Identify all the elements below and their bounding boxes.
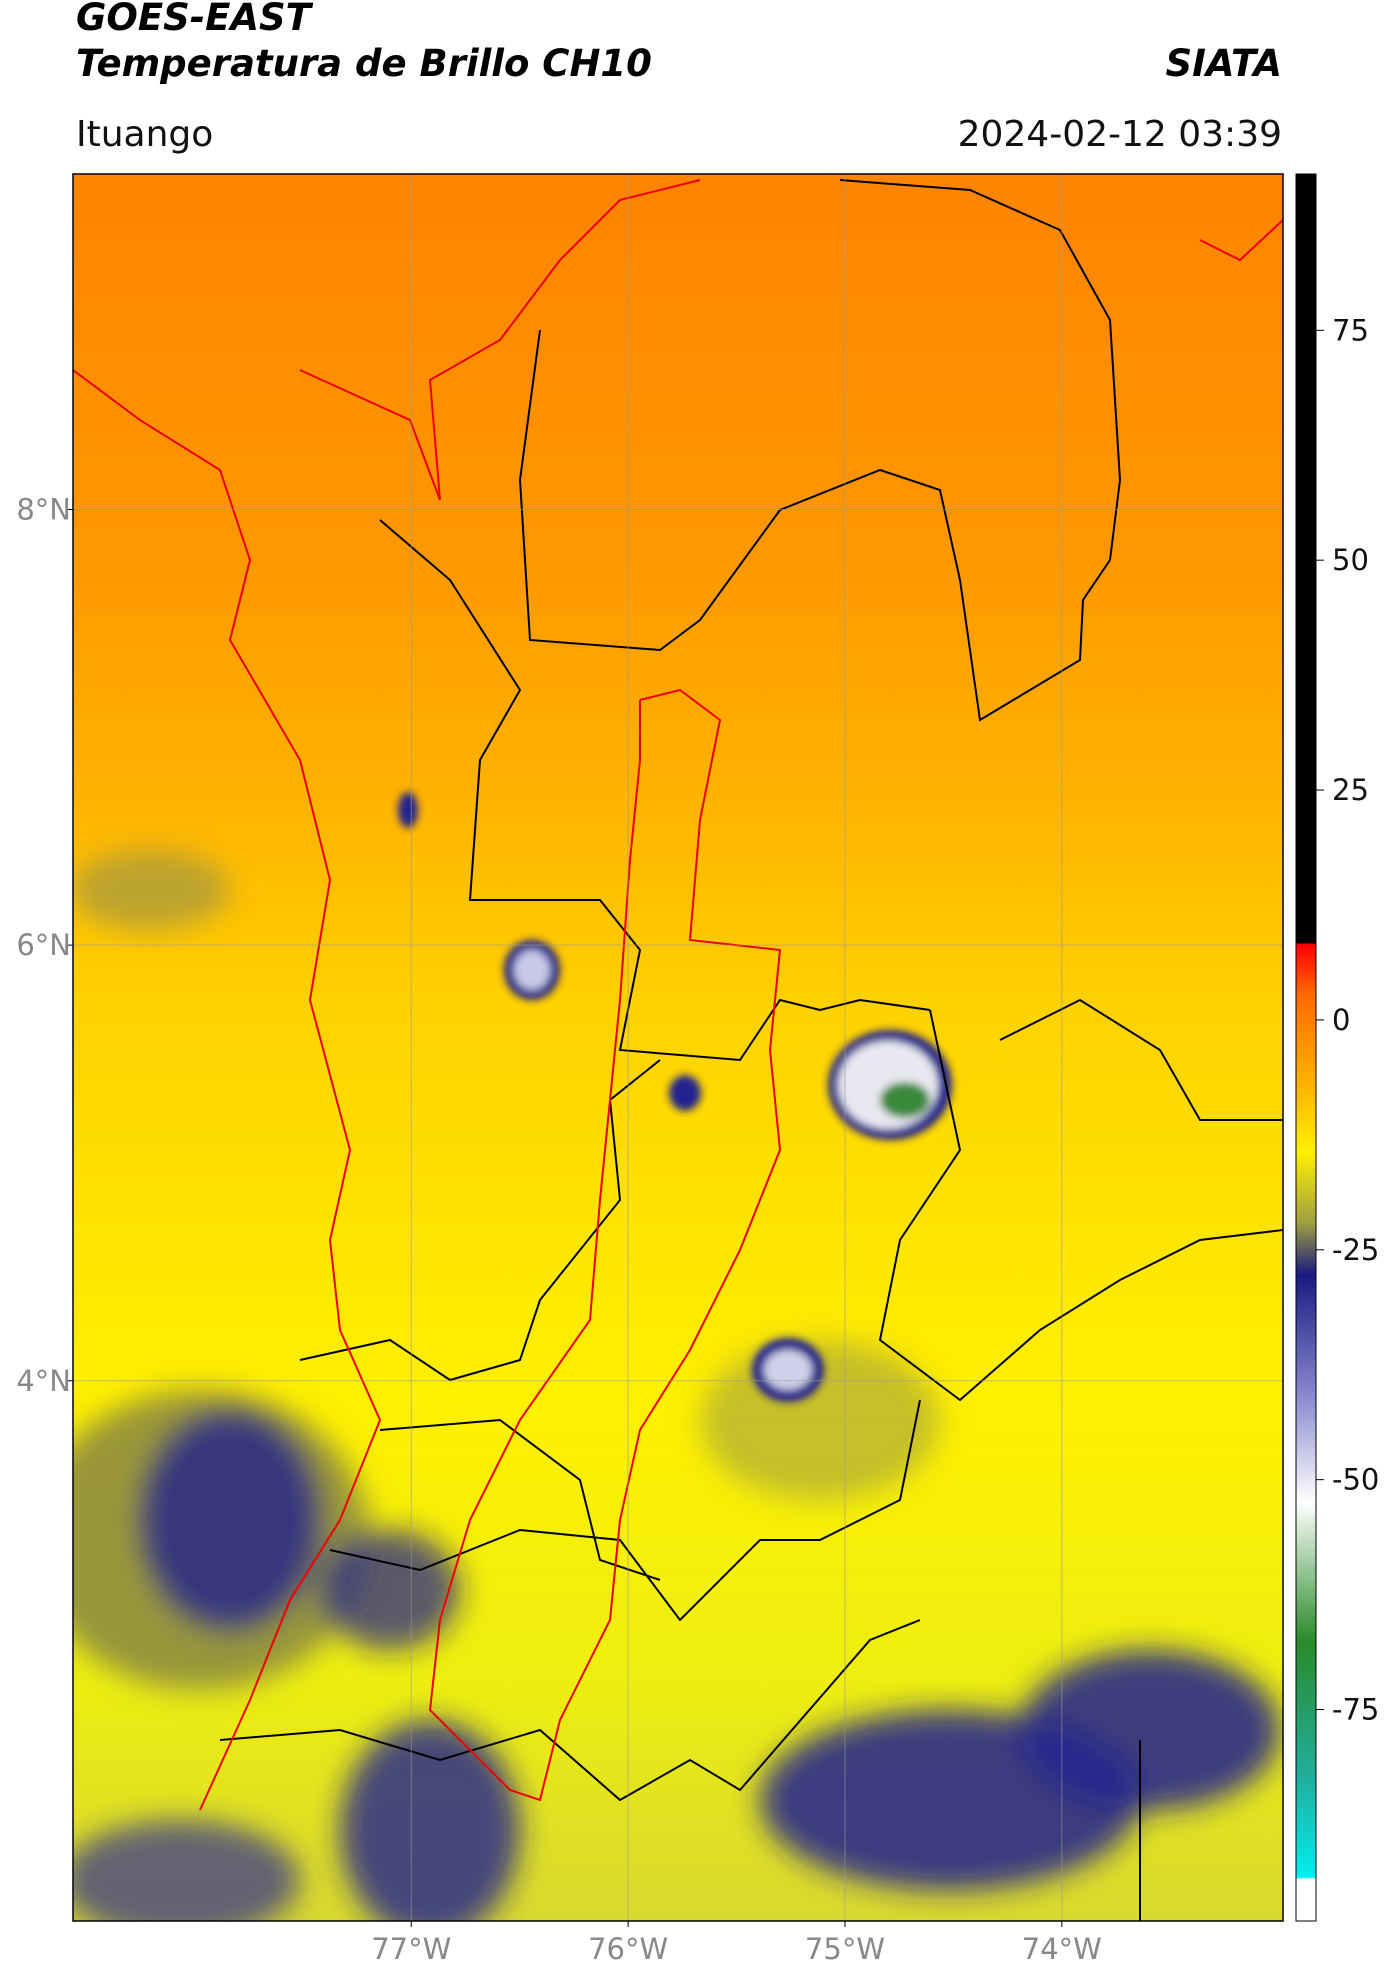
admin-borders bbox=[219, 179, 1283, 1921]
colorbar bbox=[1295, 173, 1317, 1922]
coastline bbox=[73, 179, 1283, 1811]
cloud-field bbox=[73, 850, 1280, 1921]
tick-labels: 77°W 76°W 75°W 74°W 8°N 6°N 4°N 75 50 25 0 -25 -50 -7… bbox=[16, 313, 1379, 1966]
x-tick-label: 77°W bbox=[371, 1932, 451, 1966]
colorbar-tick-label: -75 bbox=[1332, 1693, 1379, 1727]
basin-outline bbox=[428, 688, 782, 1802]
gridlines bbox=[73, 174, 1283, 1921]
y-tick-label: 8°N bbox=[16, 492, 71, 526]
datetime: 2024-02-12 03:39 bbox=[958, 114, 1282, 155]
colorbar-tick-label: 25 bbox=[1332, 773, 1369, 807]
x-tick-label: 75°W bbox=[805, 1932, 885, 1966]
subtitle: Temperatura de Brillo CH10 bbox=[76, 42, 652, 85]
map-frame bbox=[72, 173, 1284, 1922]
colorbar-tick-label: -25 bbox=[1332, 1233, 1379, 1267]
colorbar-tick-label: 75 bbox=[1332, 313, 1369, 347]
x-tick-label: 74°W bbox=[1022, 1932, 1102, 1966]
source: SIATA bbox=[1165, 42, 1282, 85]
title: GOES-EAST bbox=[76, 0, 314, 39]
storm-cells bbox=[398, 792, 952, 1402]
colorbar-tick-label: 50 bbox=[1332, 543, 1369, 577]
x-tick-label: 76°W bbox=[588, 1932, 668, 1966]
location: Ituango bbox=[76, 114, 213, 155]
map bbox=[73, 174, 1283, 1921]
colorbar-tick-label: 0 bbox=[1332, 1003, 1350, 1037]
colorbar-tick-label: -50 bbox=[1332, 1463, 1379, 1497]
y-tick-label: 6°N bbox=[16, 928, 71, 962]
y-tick-label: 4°N bbox=[16, 1364, 71, 1398]
